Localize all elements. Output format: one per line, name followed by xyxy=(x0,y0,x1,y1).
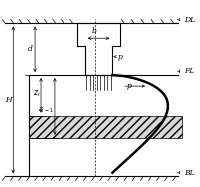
Text: $z_{i-1}$: $z_{i-1}$ xyxy=(38,105,54,115)
Text: H: H xyxy=(5,96,11,104)
Text: FL: FL xyxy=(183,67,193,75)
Text: DL: DL xyxy=(183,16,194,24)
Text: p: p xyxy=(117,53,122,61)
Text: b: b xyxy=(92,27,97,36)
Bar xyxy=(29,116,181,138)
Text: p: p xyxy=(126,82,130,90)
Text: BL: BL xyxy=(183,169,194,177)
Text: d: d xyxy=(28,45,33,53)
Text: $z_i$: $z_i$ xyxy=(32,88,40,99)
